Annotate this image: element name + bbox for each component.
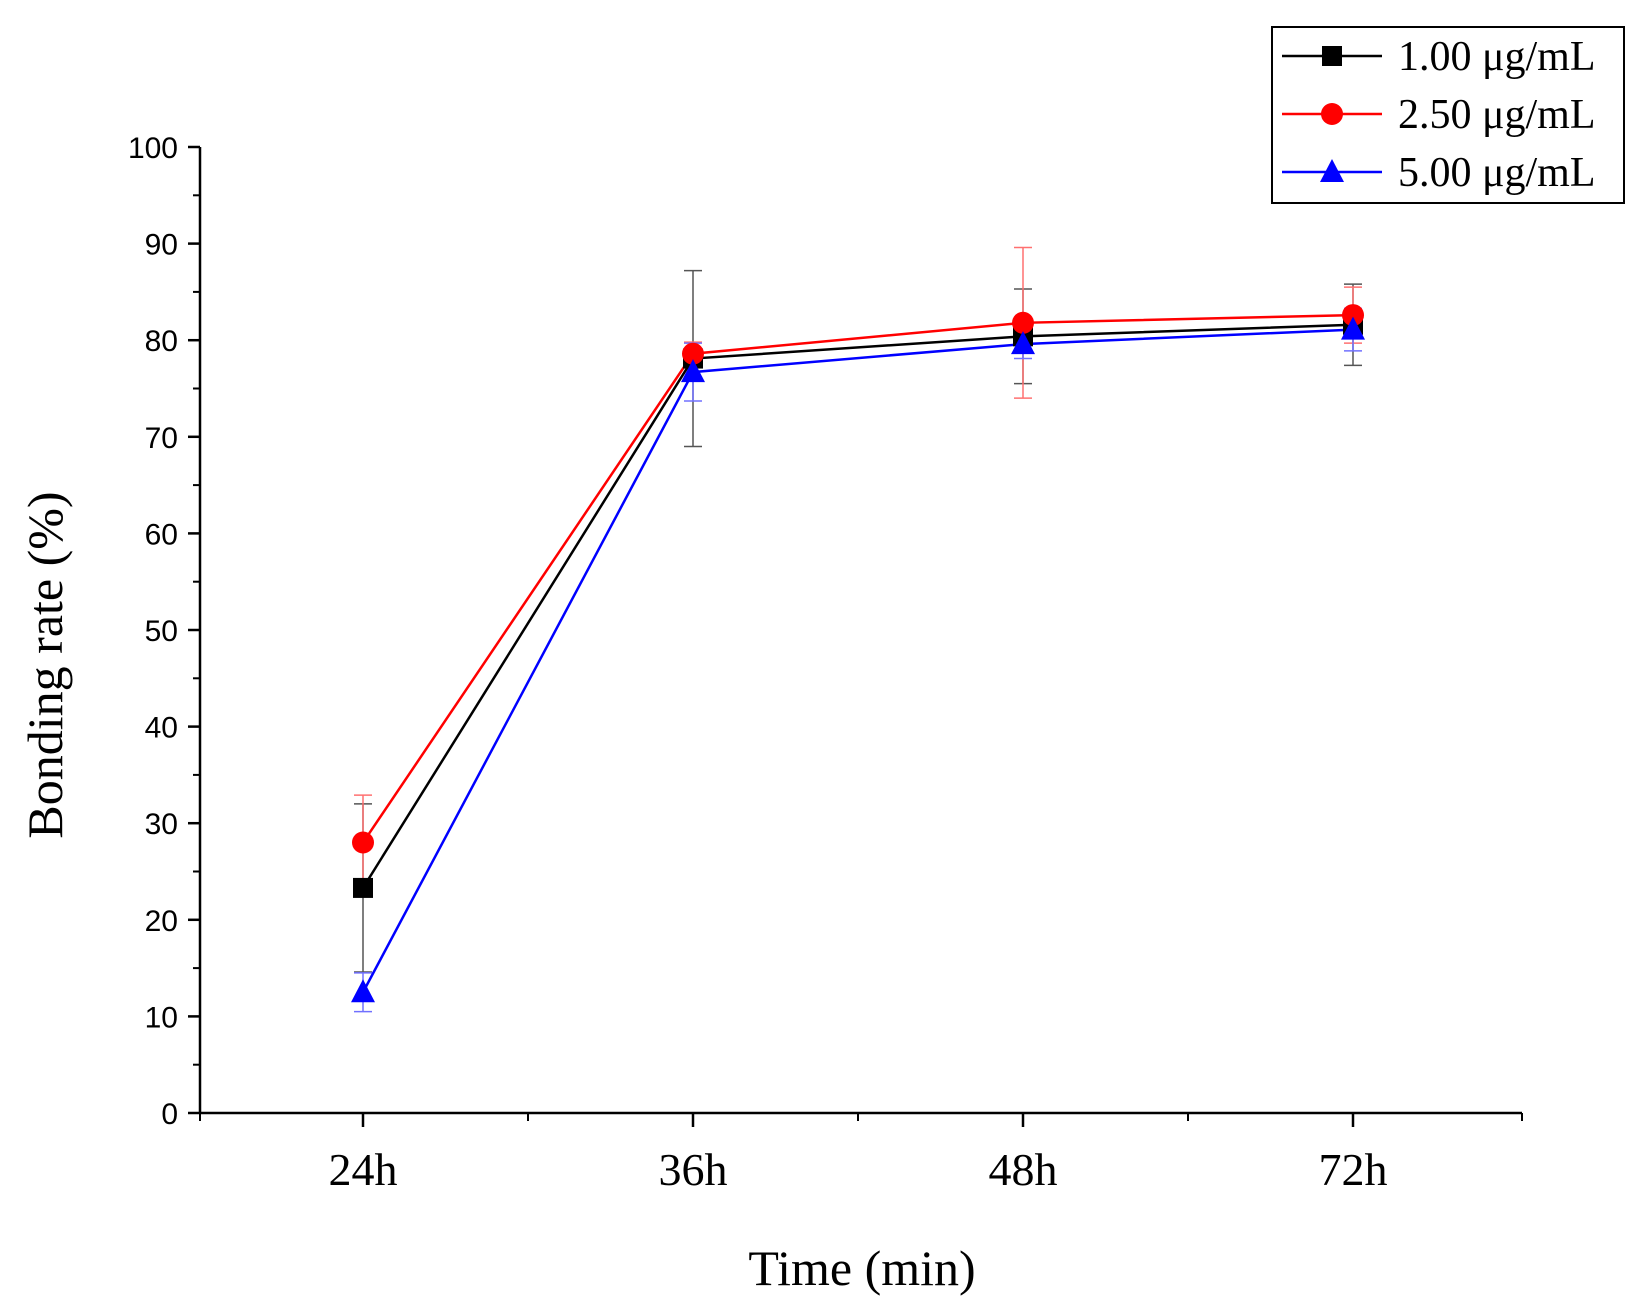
legend-label: 5.00 μg/mL	[1398, 150, 1596, 196]
marker-circle	[1012, 311, 1034, 334]
marker-triangle	[1011, 331, 1035, 355]
marker-triangle	[1320, 159, 1344, 182]
x-tick-label: 72h	[1319, 1144, 1388, 1195]
series-line	[361, 328, 1354, 993]
y-tick-label: 0	[161, 1098, 178, 1131]
legend-label: 2.50 μg/mL	[1398, 92, 1596, 138]
error-bars	[354, 246, 1362, 1013]
y-axis-title: Bonding rate (%)	[17, 491, 73, 838]
x-tick-label: 24h	[329, 1144, 398, 1195]
series-line	[361, 313, 1354, 844]
y-ticks: 0 10 20 30 40 50 60 70 80 90 100	[128, 132, 200, 1131]
marker-triangle	[681, 359, 705, 383]
marker-circle	[352, 831, 374, 854]
y-tick-label: 50	[145, 615, 178, 648]
marker-circle	[682, 342, 704, 365]
marker-square	[353, 877, 373, 898]
marker-circle	[1342, 304, 1364, 327]
markers	[351, 304, 1365, 1003]
x-ticks: 24h 36h 48h 72h	[199, 1113, 1523, 1195]
y-tick-label: 10	[145, 1001, 178, 1034]
legend: 1.00 μg/mL 2.50 μg/mL 5.00 μg/mL	[1271, 26, 1625, 204]
y-tick-label: 70	[145, 422, 178, 455]
legend-label: 1.00 μg/mL	[1398, 34, 1596, 80]
marker-circle	[1321, 103, 1343, 125]
y-tick-label: 100	[128, 132, 178, 165]
marker-triangle	[1341, 316, 1365, 340]
y-tick-label: 40	[145, 712, 178, 745]
y-tick-label: 20	[145, 905, 178, 938]
series-lines	[361, 313, 1354, 993]
y-tick-label: 30	[145, 808, 178, 841]
x-axis-title: Time (min)	[748, 1240, 975, 1296]
axes	[198, 147, 1522, 1115]
y-tick-label: 90	[145, 229, 178, 262]
y-tick-label: 60	[145, 518, 178, 551]
x-tick-label: 48h	[989, 1144, 1058, 1195]
series-line	[361, 323, 1354, 889]
y-tick-label: 80	[145, 325, 178, 358]
x-tick-label: 36h	[659, 1144, 728, 1195]
marker-square	[1322, 46, 1342, 66]
marker-triangle	[351, 979, 375, 1003]
